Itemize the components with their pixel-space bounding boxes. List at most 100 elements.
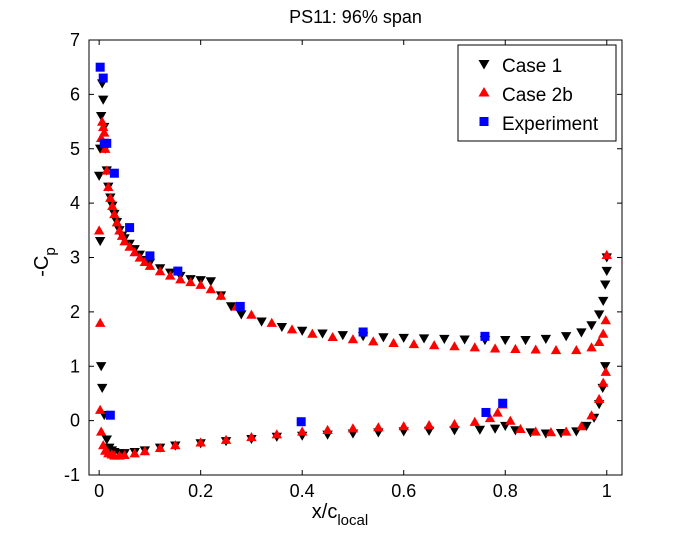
y-tick-label: 3 bbox=[70, 248, 80, 268]
data-point-experiment bbox=[498, 398, 508, 408]
data-point-case-1 bbox=[378, 333, 389, 343]
data-point-case-2b bbox=[99, 127, 110, 137]
x-axis-label-main: x/c bbox=[312, 501, 338, 523]
data-point-experiment bbox=[95, 62, 105, 72]
y-tick-label: 0 bbox=[70, 411, 80, 431]
data-point-case-2b bbox=[515, 423, 526, 433]
data-point-case-1 bbox=[586, 321, 597, 331]
data-point-case-2b bbox=[246, 431, 257, 442]
data-point-case-2b bbox=[154, 442, 166, 452]
data-point-case-2b bbox=[307, 328, 318, 338]
data-point-case-2b bbox=[505, 415, 516, 425]
data-point-experiment bbox=[105, 410, 115, 420]
data-point-case-2b bbox=[154, 266, 166, 276]
data-point-case-1 bbox=[98, 95, 109, 105]
legend-label-case-1: Case 1 bbox=[502, 56, 562, 77]
data-point-case-2b bbox=[398, 421, 409, 431]
data-point-case-1 bbox=[96, 383, 108, 393]
x-tick-label: 0.8 bbox=[493, 481, 518, 501]
data-point-case-2b bbox=[129, 247, 140, 257]
data-point-case-2b bbox=[170, 440, 181, 450]
data-point-case-2b bbox=[571, 344, 582, 355]
data-point-case-2b bbox=[109, 209, 120, 219]
data-point-case-2b bbox=[327, 331, 338, 342]
data-point-case-1 bbox=[600, 280, 611, 290]
data-point-experiment bbox=[98, 73, 108, 83]
data-point-case-1 bbox=[101, 435, 112, 445]
data-point-case-2b bbox=[598, 377, 609, 387]
data-point-case-2b bbox=[286, 324, 298, 334]
data-point-case-1 bbox=[225, 302, 237, 312]
data-point-case-2b bbox=[600, 366, 611, 376]
data-point-case-1 bbox=[398, 333, 409, 343]
data-point-case-2b bbox=[449, 418, 460, 429]
series-case-2b bbox=[93, 116, 612, 460]
x-axis-label: x/clocal bbox=[312, 501, 368, 529]
data-point-case-2b bbox=[550, 344, 562, 355]
data-point-case-2b bbox=[103, 181, 114, 191]
data-point-case-1 bbox=[560, 332, 572, 342]
data-point-case-2b bbox=[408, 339, 420, 349]
data-point-case-1 bbox=[256, 317, 267, 327]
data-point-case-2b bbox=[107, 200, 118, 211]
data-point-case-2b bbox=[220, 434, 232, 444]
data-point-case-2b bbox=[111, 217, 123, 227]
data-point-case-1 bbox=[439, 334, 450, 345]
data-point-case-2b bbox=[600, 315, 611, 325]
data-point-case-1 bbox=[520, 335, 531, 346]
data-point-case-2b bbox=[484, 412, 496, 423]
y-tick-label: -1 bbox=[64, 465, 80, 485]
data-point-case-2b bbox=[124, 241, 135, 251]
data-point-case-2b bbox=[144, 260, 156, 270]
data-markers bbox=[93, 62, 612, 460]
y-tick-label: 2 bbox=[70, 302, 80, 322]
x-axis-label-sub: local bbox=[337, 512, 368, 529]
data-point-case-2b bbox=[469, 416, 480, 426]
legend-marker-experiment bbox=[479, 117, 489, 126]
data-point-case-2b bbox=[119, 449, 130, 460]
data-point-case-1 bbox=[474, 425, 486, 435]
data-point-case-2b bbox=[195, 279, 206, 289]
data-point-experiment bbox=[109, 168, 119, 178]
data-point-case-1 bbox=[540, 334, 552, 345]
data-point-case-2b bbox=[195, 437, 206, 447]
x-tick-label: 0.4 bbox=[290, 481, 315, 501]
data-point-case-2b bbox=[322, 424, 333, 435]
data-point-case-2b bbox=[530, 344, 541, 354]
data-point-case-2b bbox=[205, 284, 217, 294]
data-point-case-2b bbox=[560, 426, 572, 436]
data-point-case-2b bbox=[576, 421, 587, 431]
data-point-case-2b bbox=[215, 290, 227, 300]
data-point-case-2b bbox=[492, 407, 503, 417]
data-point-experiment bbox=[480, 331, 490, 341]
data-point-case-1 bbox=[317, 329, 328, 339]
data-point-case-2b bbox=[94, 404, 106, 414]
series-experiment bbox=[95, 62, 508, 427]
data-point-case-1 bbox=[600, 362, 611, 372]
data-point-case-2b bbox=[119, 236, 130, 246]
data-point-case-2b bbox=[165, 270, 176, 280]
data-point-case-1 bbox=[93, 171, 105, 181]
data-point-case-2b bbox=[449, 341, 460, 351]
data-point-case-2b bbox=[530, 426, 541, 436]
data-point-case-2b bbox=[93, 225, 105, 235]
data-point-case-2b bbox=[347, 334, 359, 344]
data-point-case-2b bbox=[423, 420, 435, 430]
data-point-case-2b bbox=[297, 426, 308, 436]
data-point-experiment bbox=[296, 417, 306, 427]
data-point-case-1 bbox=[418, 334, 430, 344]
data-point-case-1 bbox=[337, 331, 349, 341]
data-point-case-1 bbox=[576, 328, 587, 338]
data-point-experiment bbox=[102, 138, 112, 148]
data-point-case-1 bbox=[489, 424, 501, 434]
data-point-case-2b bbox=[598, 328, 609, 338]
data-point-case-1 bbox=[205, 277, 217, 287]
data-point-case-2b bbox=[388, 337, 399, 348]
data-point-case-2b bbox=[175, 274, 186, 284]
data-point-case-1 bbox=[500, 335, 511, 346]
data-point-case-2b bbox=[139, 446, 151, 456]
data-point-case-2b bbox=[586, 410, 597, 420]
data-point-case-1 bbox=[236, 310, 247, 320]
data-point-experiment bbox=[235, 301, 245, 311]
